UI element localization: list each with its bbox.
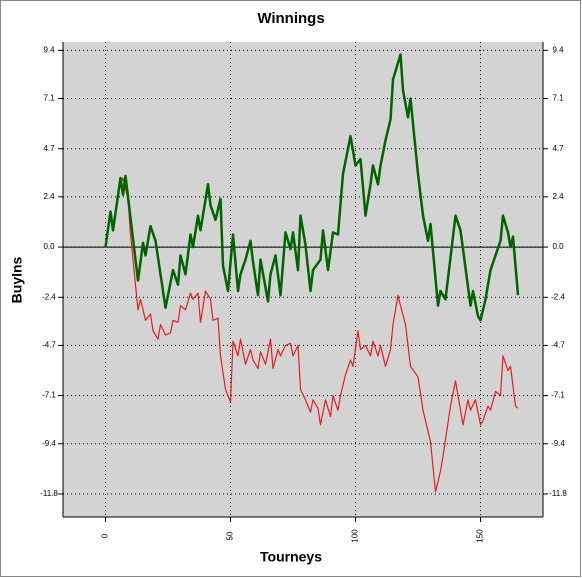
- y-tick-label: -9.4: [42, 439, 56, 448]
- y2-tick-label: 4.7: [552, 144, 564, 153]
- y2-tick-label: -4.7: [551, 341, 565, 350]
- x-tick-label: 50: [226, 531, 235, 540]
- y2-tick-label: -7.1: [551, 391, 565, 400]
- y2-tick-label: 2.4: [552, 192, 564, 201]
- x-axis-label: Tourneys: [260, 549, 322, 565]
- y2-tick-label: 0.0: [552, 242, 564, 251]
- y2-tick-label: 9.4: [552, 45, 564, 54]
- plot-area: [63, 42, 543, 517]
- y-tick-label: -7.1: [42, 391, 56, 400]
- series-line: [119, 177, 519, 493]
- y-tick-label: -2.4: [42, 292, 56, 301]
- y-tick-label: 7.1: [43, 94, 55, 103]
- y-axis-label: BuyIns: [9, 256, 25, 303]
- y2-tick-label: -11.8: [549, 489, 567, 498]
- y-tick-label: 0.0: [43, 242, 55, 251]
- y-tick-label: -11.8: [40, 489, 58, 498]
- series-line: [104, 53, 520, 322]
- y-tick-label: 4.7: [43, 144, 55, 153]
- y-tick-label: 9.4: [43, 45, 55, 54]
- y2-tick-label: 7.1: [552, 94, 564, 103]
- y2-tick-label: -9.4: [551, 439, 565, 448]
- x-tick-label: 100: [351, 529, 360, 543]
- y2-tick-label: -2.4: [551, 292, 565, 301]
- chart-title: Winnings: [257, 10, 324, 27]
- y-tick-label: 2.4: [43, 192, 55, 201]
- x-tick-label: 150: [476, 529, 485, 543]
- y-tick-label: -4.7: [42, 341, 56, 350]
- x-tick-label: 0: [101, 533, 110, 538]
